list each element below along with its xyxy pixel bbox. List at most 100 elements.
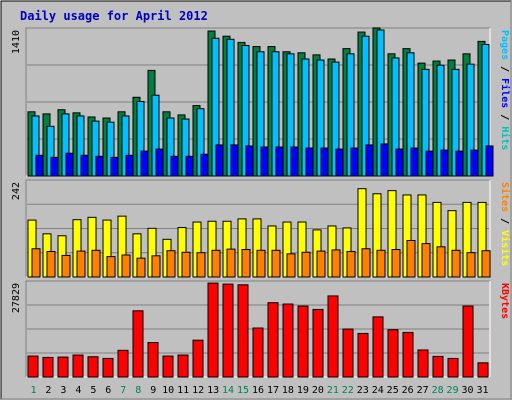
bar-hits-pages-12: [200, 153, 209, 177]
bar-kbytes-kbytes-3: [57, 356, 69, 378]
legend-entry-visits-1: /: [499, 212, 510, 230]
bar-kbytes-kbytes-6: [102, 357, 114, 378]
bar-visits-sites-11: [181, 251, 191, 278]
bar-visits-sites-15: [241, 249, 251, 278]
bar-hits-pages-28: [440, 149, 449, 177]
bar-hits-pages-15: [245, 145, 254, 177]
bar-hits-pages-5: [95, 155, 104, 177]
bar-kbytes-kbytes-30: [462, 305, 474, 378]
x-tick-day-5: 5: [90, 385, 96, 396]
bar-kbytes-kbytes-11: [177, 354, 189, 378]
bar-kbytes-kbytes-14: [222, 283, 234, 378]
bar-kbytes-kbytes-7: [117, 349, 129, 378]
bar-hits-pages-20: [320, 147, 329, 177]
legend-entry-visits-0: Sites: [499, 182, 511, 212]
legend-entry-hits-3: /: [499, 108, 510, 126]
x-tick-day-9: 9: [150, 385, 156, 396]
bar-visits-sites-9: [151, 255, 161, 278]
x-tick-day-26: 26: [402, 385, 414, 396]
bar-kbytes-kbytes-29: [447, 357, 459, 378]
bar-visits-sites-19: [301, 251, 311, 278]
bar-hits-pages-3: [65, 152, 74, 177]
bar-kbytes-kbytes-18: [282, 303, 294, 378]
bar-hits-pages-17: [275, 146, 284, 177]
bar-hits-pages-10: [170, 155, 179, 177]
bar-hits-pages-30: [470, 149, 479, 177]
x-tick-day-25: 25: [387, 385, 399, 396]
bar-visits-sites-29: [451, 249, 461, 278]
bar-hits-pages-16: [260, 146, 269, 177]
bar-kbytes-kbytes-24: [372, 316, 384, 378]
x-tick-day-23: 23: [357, 385, 369, 396]
panel-kbytes: 27829 KBytes: [11, 280, 510, 378]
bar-visits-sites-4: [76, 250, 86, 278]
x-tick-day-4: 4: [75, 385, 81, 396]
bar-visits-sites-6: [106, 256, 116, 278]
bar-hits-pages-8: [140, 150, 149, 177]
x-tick-day-3: 3: [60, 385, 66, 396]
legend-entry-kbytes-0: KBytes: [499, 283, 510, 319]
bar-hits-pages-1: [35, 154, 44, 177]
bar-hits-pages-6: [110, 156, 119, 177]
legend-visits: Sites / Visits: [499, 182, 511, 266]
bar-hits-pages-9: [155, 148, 164, 177]
bar-visits-sites-3: [61, 254, 71, 278]
bar-visits-sites-1: [31, 248, 41, 278]
bar-kbytes-kbytes-20: [312, 308, 324, 378]
legend-kbytes: KBytes: [499, 283, 510, 319]
x-tick-day-1: 1: [30, 385, 36, 396]
bar-visits-sites-17: [271, 249, 281, 278]
x-tick-day-21: 21: [327, 385, 339, 396]
bar-visits-sites-12: [196, 252, 206, 278]
legend-entry-hits-4: Hits: [499, 126, 511, 150]
chart-title: Daily usage for April 2012: [20, 9, 208, 23]
x-tick-day-20: 20: [312, 385, 324, 396]
bar-visits-sites-31: [481, 250, 491, 278]
bar-visits-sites-27: [421, 243, 431, 278]
bar-kbytes-kbytes-8: [132, 310, 144, 378]
bar-visits-sites-28: [436, 246, 446, 278]
x-tick-day-6: 6: [105, 385, 111, 396]
x-tick-day-19: 19: [297, 385, 309, 396]
y-max-label-hits: 1410: [11, 30, 22, 54]
bar-hits-pages-14: [230, 144, 239, 177]
bar-kbytes-kbytes-22: [342, 328, 354, 378]
x-tick-day-30: 30: [462, 385, 474, 396]
x-tick-day-13: 13: [207, 385, 219, 396]
bar-hits-pages-25: [395, 148, 404, 177]
bar-kbytes-kbytes-15: [237, 284, 249, 378]
x-axis: 1 2 3 4 5 6 7 8 9 10 11 12 13 14 15 16 17 18 19 20 21 22 23 24 2…: [30, 385, 488, 396]
bar-visits-sites-23: [361, 248, 371, 278]
x-tick-day-2: 2: [45, 385, 51, 396]
x-tick-day-22: 22: [342, 385, 354, 396]
bar-hits-pages-18: [290, 146, 299, 177]
x-tick-day-31: 31: [476, 385, 488, 396]
series-files: [31, 29, 490, 177]
bar-hits-pages-19: [305, 147, 314, 177]
bar-kbytes-kbytes-5: [87, 356, 99, 378]
x-tick-day-18: 18: [282, 385, 294, 396]
bar-kbytes-kbytes-9: [147, 342, 159, 378]
series-pages: [35, 143, 494, 177]
x-tick-day-17: 17: [267, 385, 279, 396]
bar-kbytes-kbytes-31: [477, 362, 489, 378]
x-tick-day-29: 29: [447, 385, 459, 396]
bar-visits-sites-26: [406, 239, 416, 278]
bar-hits-pages-26: [410, 147, 419, 177]
bar-visits-sites-20: [316, 250, 326, 278]
bar-hits-pages-23: [365, 144, 374, 177]
bar-kbytes-kbytes-28: [432, 355, 444, 378]
x-tick-day-27: 27: [417, 385, 429, 396]
bar-visits-sites-2: [46, 250, 56, 278]
bar-visits-sites-30: [466, 252, 476, 278]
bar-hits-pages-7: [125, 154, 134, 177]
x-tick-day-14: 14: [222, 385, 234, 396]
bar-visits-sites-25: [391, 249, 401, 278]
bar-hits-pages-2: [50, 156, 59, 177]
x-tick-day-8: 8: [135, 385, 141, 396]
bar-kbytes-kbytes-19: [297, 305, 309, 378]
bar-visits-sites-13: [211, 249, 221, 278]
y-max-label-kbytes: 27829: [11, 283, 22, 313]
bar-hits-pages-29: [455, 150, 464, 177]
bar-kbytes-kbytes-10: [162, 355, 174, 378]
